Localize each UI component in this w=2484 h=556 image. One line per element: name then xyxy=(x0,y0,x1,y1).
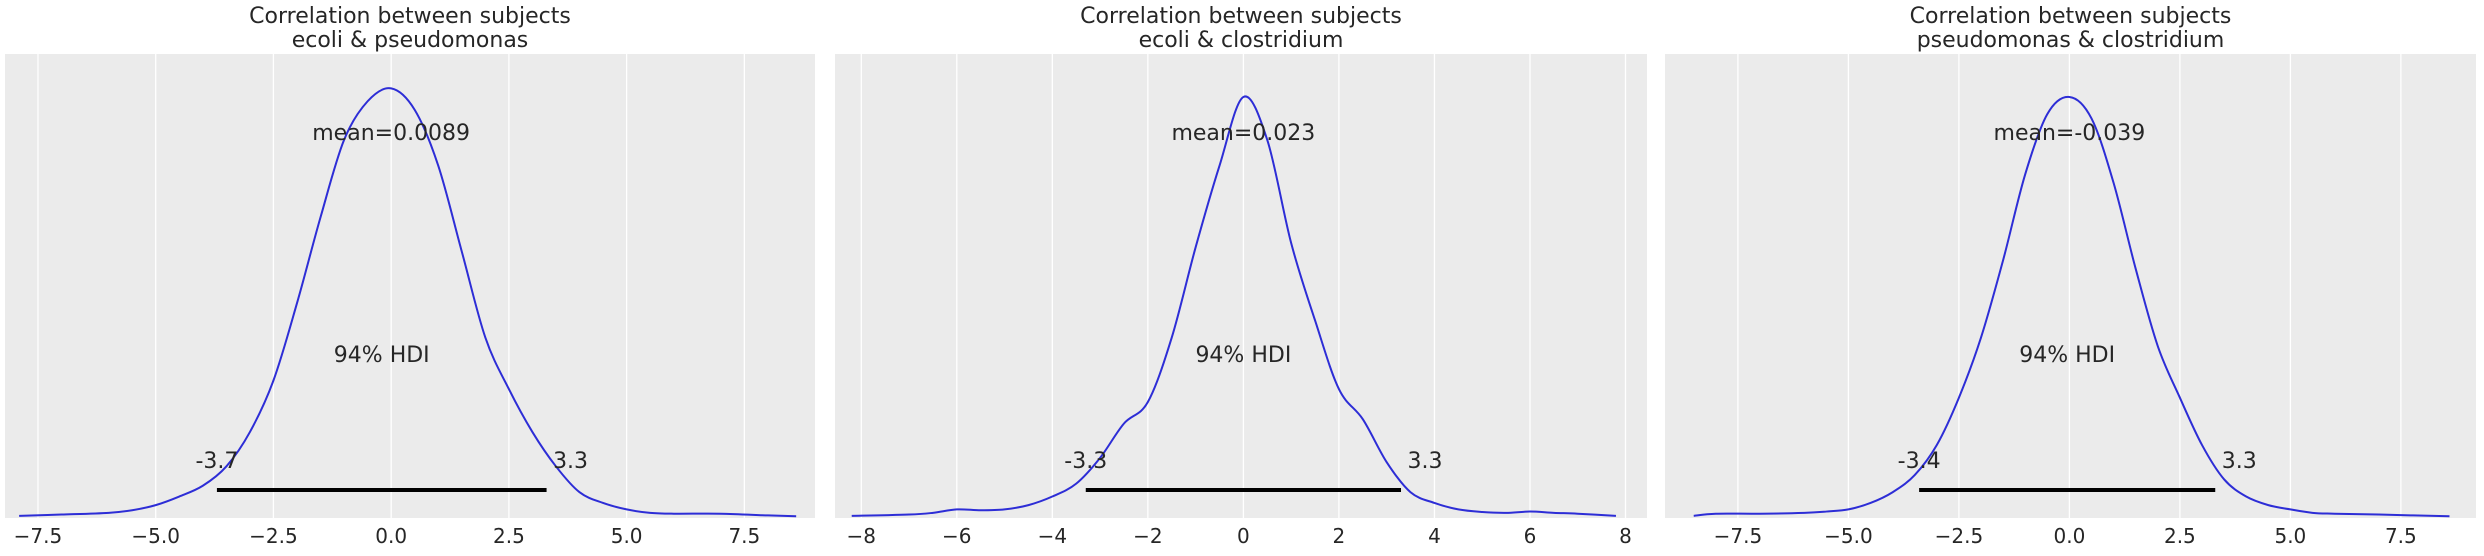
x-tick-label: 5.0 xyxy=(2274,524,2306,548)
hdi-high-label: 3.3 xyxy=(1408,449,1443,474)
mean-label: mean=0.023 xyxy=(1171,121,1315,146)
x-tick-label: −8 xyxy=(847,524,876,548)
x-tick-label: 2.5 xyxy=(2164,524,2196,548)
hdi-label: 94% HDI xyxy=(334,343,430,368)
hdi-low-label: -3.4 xyxy=(1898,449,1941,474)
hdi-low-label: -3.7 xyxy=(195,449,238,474)
density-curve xyxy=(19,87,797,518)
x-tick-label: 0.0 xyxy=(375,524,407,548)
chart-title-line: Correlation between subjects xyxy=(1080,4,1402,29)
chart-panel-3: Correlation between subjects pseudomonas … xyxy=(1665,4,2476,548)
x-tick-label: 7.5 xyxy=(728,524,760,548)
x-tick-label: −5.0 xyxy=(131,524,180,548)
mean-label: mean=-0.039 xyxy=(1994,121,2146,146)
x-tick-label: −2.5 xyxy=(1935,524,1984,548)
chart-title-line: Correlation between subjects xyxy=(249,4,571,29)
chart-panel-2: Correlation between subjects ecoli & clos… xyxy=(835,4,1647,548)
x-tick-label: −4 xyxy=(1038,524,1067,548)
plot-area xyxy=(1665,54,2476,518)
chart-title: Correlation between subjects ecoli & clos… xyxy=(1080,4,1402,53)
hdi-high-label: 3.3 xyxy=(2222,449,2257,474)
x-tick-label: 4 xyxy=(1428,524,1441,548)
x-tick-label: −6 xyxy=(942,524,971,548)
plot-area xyxy=(835,54,1647,518)
x-tick-label: 5.0 xyxy=(611,524,643,548)
mean-label: mean=0.0089 xyxy=(312,121,470,146)
chart-title: Correlation between subjects pseudomonas … xyxy=(1910,4,2232,53)
density-curve xyxy=(1693,95,2450,518)
x-tick-label: 8 xyxy=(1619,524,1632,548)
x-tick-label: 0.0 xyxy=(2053,524,2085,548)
chart-title: Correlation between subjects ecoli & pseu… xyxy=(249,4,571,53)
x-tick-label: −2.5 xyxy=(249,524,298,548)
x-tick-label: −5.0 xyxy=(1824,524,1873,548)
x-tick-label: 7.5 xyxy=(2385,524,2417,548)
chart-title-line: ecoli & clostridium xyxy=(1139,28,1344,53)
x-tick-label: 2 xyxy=(1333,524,1346,548)
chart-title-line: ecoli & pseudomonas xyxy=(292,28,529,53)
hdi-high-label: 3.3 xyxy=(553,449,588,474)
x-tick-label: −2 xyxy=(1133,524,1162,548)
x-tick-label: −7.5 xyxy=(1714,524,1763,548)
chart-title-line: pseudomonas & clostridium xyxy=(1917,28,2225,53)
density-curve xyxy=(851,95,1617,517)
x-tick-label: 2.5 xyxy=(493,524,525,548)
x-tick-label: 6 xyxy=(1524,524,1537,548)
hdi-label: 94% HDI xyxy=(2019,343,2115,368)
x-tick-label: −7.5 xyxy=(14,524,63,548)
plot-area xyxy=(5,54,815,518)
chart-panel-1: Correlation between subjects ecoli & pseu… xyxy=(5,4,815,548)
chart-title-line: Correlation between subjects xyxy=(1910,4,2232,29)
x-tick-label: 0 xyxy=(1237,524,1250,548)
hdi-low-label: -3.3 xyxy=(1064,449,1107,474)
hdi-label: 94% HDI xyxy=(1195,343,1291,368)
